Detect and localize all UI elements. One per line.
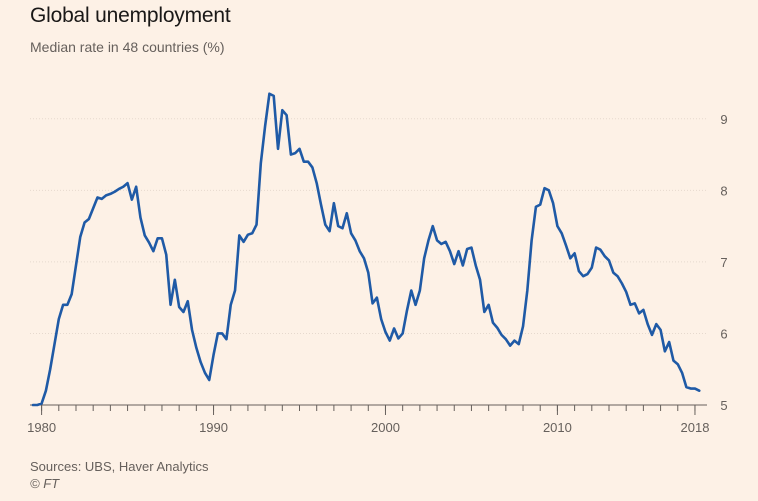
- y-tick-label: 9: [720, 112, 727, 127]
- copyright-note: © FT: [30, 476, 60, 491]
- series-layer: [31, 92, 701, 407]
- y-axis-ticks: 5 6 7 8 9: [720, 112, 727, 413]
- chart-title: Global unemployment: [30, 4, 231, 27]
- series-line-unemployment: [31, 92, 701, 407]
- x-tick-label: 2018: [681, 420, 710, 435]
- chart-subtitle: Median rate in 48 countries (%): [30, 39, 225, 55]
- gridlines: [30, 118, 707, 406]
- x-tick-label: 2010: [543, 420, 572, 435]
- y-tick-label: 6: [720, 326, 727, 341]
- y-tick-label: 7: [720, 255, 727, 270]
- source-note: Sources: UBS, Haver Analytics: [30, 459, 209, 474]
- x-tick-label: 1990: [199, 420, 228, 435]
- x-tick-label: 2000: [371, 420, 400, 435]
- x-axis-ticks: 1980 1990 2000 2010 2018: [27, 405, 709, 435]
- y-tick-label: 5: [720, 398, 727, 413]
- y-tick-label: 8: [720, 183, 727, 198]
- x-tick-label: 1980: [27, 420, 56, 435]
- line-chart: 5 6 7 8 9 1980 1990 2000 2010 2018: [27, 92, 728, 435]
